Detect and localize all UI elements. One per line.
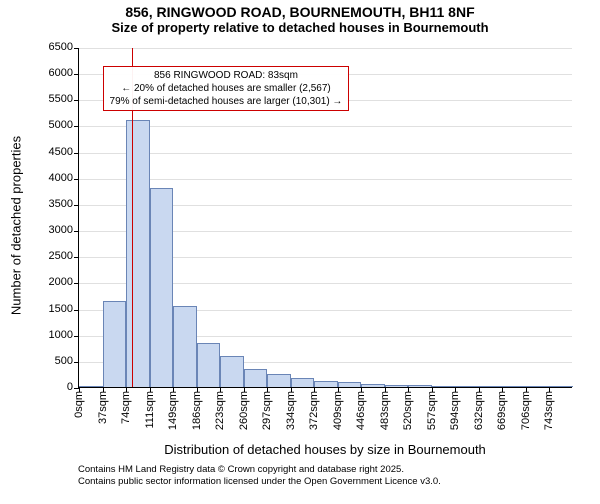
attribution: Contains HM Land Registry data © Crown c… <box>78 464 441 489</box>
x-tick-label: 446sqm <box>355 387 367 430</box>
x-tick-label: 743sqm <box>543 387 555 430</box>
x-tick-label: 632sqm <box>473 387 485 430</box>
x-tick-label: 483sqm <box>379 387 391 430</box>
y-tick-label: 2500 <box>49 250 79 262</box>
x-tick-label: 297sqm <box>261 387 273 430</box>
histogram-bar <box>126 120 150 387</box>
callout-line3: 79% of semi-detached houses are larger (… <box>110 95 343 108</box>
x-tick-label: 111sqm <box>144 387 156 429</box>
x-tick-label: 669sqm <box>496 387 508 430</box>
x-tick-label: 334sqm <box>285 387 297 430</box>
y-tick-label: 5500 <box>49 93 79 105</box>
grid-line <box>79 126 572 127</box>
y-tick-label: 6000 <box>49 67 79 79</box>
histogram-bar <box>197 343 221 387</box>
y-tick-label: 6500 <box>49 41 79 53</box>
y-tick-label: 1500 <box>49 303 79 315</box>
callout-line1: 856 RINGWOOD ROAD: 83sqm <box>110 69 343 82</box>
histogram-bar <box>244 369 268 387</box>
x-tick-label: 0sqm <box>73 387 85 418</box>
x-tick-label: 594sqm <box>449 387 461 430</box>
grid-line <box>79 48 572 49</box>
x-tick-label: 260sqm <box>238 387 250 430</box>
histogram-bar <box>150 188 174 387</box>
y-tick-label: 4500 <box>49 146 79 158</box>
callout-line2: ← 20% of detached houses are smaller (2,… <box>110 82 343 95</box>
histogram-bar <box>220 356 244 387</box>
y-tick-label: 3000 <box>49 224 79 236</box>
chart-subtitle: Size of property relative to detached ho… <box>0 20 600 35</box>
x-tick-label: 149sqm <box>167 387 179 430</box>
histogram-bar <box>291 378 315 387</box>
attribution-line1: Contains HM Land Registry data © Crown c… <box>78 464 441 476</box>
y-tick-label: 3500 <box>49 198 79 210</box>
x-tick-label: 186sqm <box>191 387 203 430</box>
plot-area: 0500100015002000250030003500400045005000… <box>78 48 572 388</box>
chart-title: 856, RINGWOOD ROAD, BOURNEMOUTH, BH11 8N… <box>0 4 600 20</box>
x-tick-label: 520sqm <box>402 387 414 430</box>
callout-box: 856 RINGWOOD ROAD: 83sqm← 20% of detache… <box>103 66 350 111</box>
x-tick-label: 706sqm <box>520 387 532 430</box>
x-tick-label: 372sqm <box>308 387 320 430</box>
y-axis-label: Number of detached properties <box>9 56 24 396</box>
x-tick-label: 557sqm <box>426 387 438 430</box>
y-tick-label: 4000 <box>49 172 79 184</box>
y-tick-label: 1000 <box>49 329 79 341</box>
grid-line <box>79 179 572 180</box>
x-tick-label: 409sqm <box>332 387 344 430</box>
x-tick-label: 37sqm <box>97 387 109 424</box>
y-tick-label: 2000 <box>49 276 79 288</box>
histogram-bar <box>267 374 291 387</box>
x-axis-label: Distribution of detached houses by size … <box>78 442 572 457</box>
x-tick-label: 223sqm <box>214 387 226 430</box>
histogram-bar <box>173 306 197 387</box>
x-tick-label: 74sqm <box>120 387 132 424</box>
y-tick-label: 500 <box>55 355 79 367</box>
histogram-bar <box>103 301 127 387</box>
attribution-line2: Contains public sector information licen… <box>78 476 441 488</box>
y-tick-label: 5000 <box>49 119 79 131</box>
grid-line <box>79 153 572 154</box>
